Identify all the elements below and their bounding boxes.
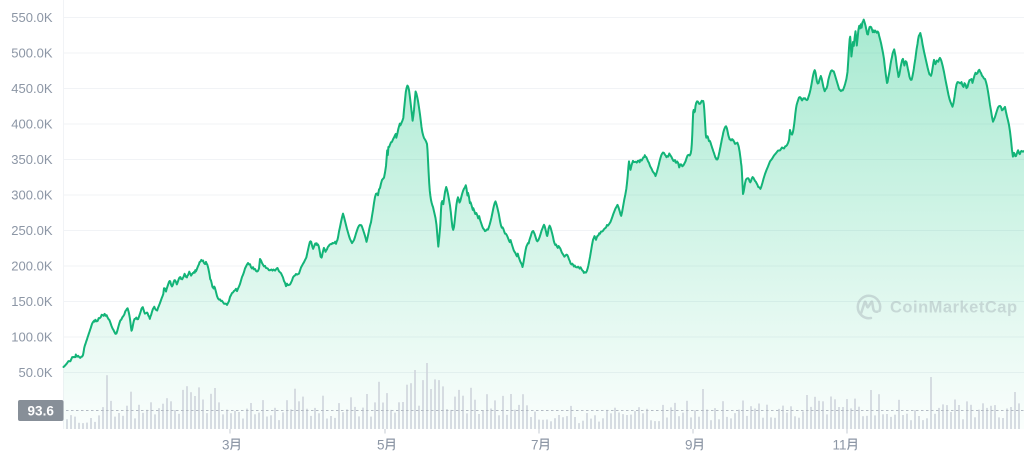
svg-text:450.0K: 450.0K [11, 81, 53, 96]
svg-text:7: 7 [531, 438, 539, 453]
svg-text:400.0K: 400.0K [11, 117, 53, 132]
svg-text:100.0K: 100.0K [11, 330, 53, 345]
svg-text:550.0K: 550.0K [11, 10, 53, 25]
svg-text:200.0K: 200.0K [11, 259, 53, 274]
svg-text:5: 5 [377, 438, 385, 453]
svg-text:93.6: 93.6 [28, 404, 55, 419]
svg-text:250.0K: 250.0K [11, 223, 53, 238]
svg-text:350.0K: 350.0K [11, 152, 53, 167]
svg-text:3: 3 [222, 438, 230, 453]
svg-text:50.0K: 50.0K [19, 365, 53, 380]
svg-text:CoinMarketCap: CoinMarketCap [890, 299, 1018, 317]
svg-text:150.0K: 150.0K [11, 294, 53, 309]
svg-text:9: 9 [685, 438, 693, 453]
svg-text:300.0K: 300.0K [11, 188, 53, 203]
svg-text:11: 11 [832, 438, 846, 453]
svg-text:500.0K: 500.0K [11, 46, 53, 61]
